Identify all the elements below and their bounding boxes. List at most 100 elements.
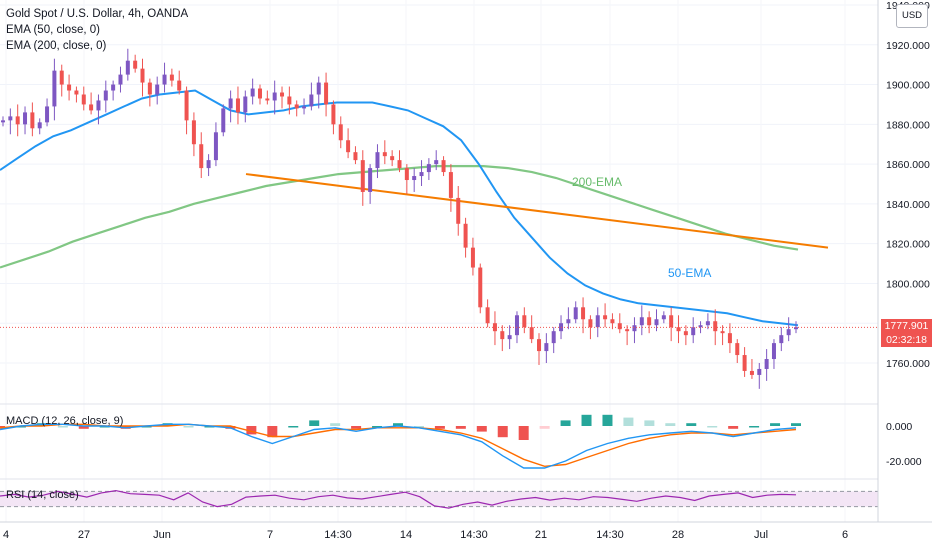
candle-body bbox=[727, 333, 732, 344]
candle-body bbox=[654, 319, 659, 326]
candle-body bbox=[213, 132, 218, 161]
trendline[interactable] bbox=[245, 173, 829, 249]
candle-body bbox=[287, 96, 292, 105]
currency-badge[interactable]: USD bbox=[896, 4, 928, 28]
time-axis[interactable]: 4 27 Jun 7 14:30 14 14:30 21 14:30 28 Jul 6 bbox=[0, 521, 932, 541]
candle-body bbox=[1, 120, 5, 123]
time-tick-label: 14 bbox=[400, 529, 412, 541]
price-tick-label: 1860.000 bbox=[886, 159, 930, 171]
price-axis[interactable]: 1940.0001920.0001900.0001880.0001860.000… bbox=[877, 0, 932, 550]
candle-body bbox=[456, 197, 461, 224]
candle-body bbox=[434, 160, 439, 165]
candle-body bbox=[639, 317, 644, 326]
candle-body bbox=[742, 355, 747, 371]
candle-body bbox=[52, 70, 57, 107]
price-tick-label: 1880.000 bbox=[886, 119, 930, 131]
candle-body bbox=[133, 60, 138, 69]
price-tick-label: 1800.000 bbox=[886, 278, 930, 290]
candle-body bbox=[426, 164, 431, 173]
candle-body bbox=[757, 368, 762, 375]
candle-body bbox=[228, 98, 233, 109]
ema50-legend[interactable]: EMA (50, close, 0) bbox=[6, 24, 100, 36]
candle-body bbox=[280, 92, 285, 97]
candle-body bbox=[89, 104, 94, 111]
symbol-title[interactable]: Gold Spot / U.S. Dollar, 4h, OANDA bbox=[6, 8, 189, 20]
candle-body bbox=[705, 321, 710, 326]
macd-histogram-bar bbox=[770, 423, 781, 426]
candle-body bbox=[551, 331, 556, 344]
candle-body bbox=[235, 98, 240, 113]
macd-histogram-bar bbox=[330, 423, 341, 426]
candle-body bbox=[15, 116, 20, 125]
candle-body bbox=[786, 329, 791, 336]
candle-body bbox=[581, 307, 586, 320]
candle-body bbox=[206, 160, 211, 169]
candle-body bbox=[713, 321, 718, 332]
last-price-tag: 1777.901 bbox=[881, 319, 932, 333]
candle-body bbox=[485, 307, 490, 324]
candle-body bbox=[463, 223, 468, 248]
macd-pane[interactable] bbox=[0, 414, 801, 469]
candle-body bbox=[199, 144, 204, 169]
macd-histogram-bar bbox=[204, 426, 215, 428]
candle-body bbox=[603, 315, 608, 320]
ema200-annotation: 200-EMA bbox=[572, 175, 622, 189]
candle-body bbox=[169, 74, 174, 81]
macd-histogram-bar bbox=[686, 423, 697, 426]
candle-body bbox=[566, 319, 571, 324]
time-tick-label: Jul bbox=[754, 529, 768, 541]
candle-body bbox=[155, 84, 160, 95]
macd-histogram-bar bbox=[581, 414, 592, 426]
candle-body bbox=[346, 140, 351, 153]
macd-histogram-bar bbox=[183, 426, 194, 428]
rsi-pane[interactable] bbox=[0, 489, 878, 509]
time-tick-label: 28 bbox=[672, 529, 684, 541]
candle-body bbox=[96, 100, 101, 111]
time-tick-label: 21 bbox=[535, 529, 547, 541]
candle-body bbox=[749, 370, 754, 375]
price-tick-label: 1920.000 bbox=[886, 40, 930, 52]
candle-body bbox=[764, 359, 769, 369]
candle-body bbox=[412, 176, 417, 181]
candle-body bbox=[537, 339, 542, 352]
macd-histogram-bar bbox=[665, 423, 676, 426]
candle-body bbox=[544, 343, 549, 352]
candle-body bbox=[294, 104, 299, 109]
candle-body bbox=[316, 82, 321, 95]
candle-body bbox=[125, 60, 130, 75]
macd-histogram-bar bbox=[707, 426, 718, 428]
candle-body bbox=[67, 84, 72, 91]
candle-body bbox=[676, 327, 681, 332]
candle-body bbox=[257, 88, 262, 99]
candle-body bbox=[478, 267, 483, 308]
macd-histogram-bar bbox=[518, 426, 529, 440]
time-tick-label: 14:30 bbox=[324, 529, 352, 541]
candle-body bbox=[184, 90, 189, 121]
candle-body bbox=[45, 106, 50, 123]
annotations-layer: 200-EMA 50-EMA bbox=[572, 175, 711, 280]
macd-histogram-bar bbox=[539, 426, 550, 429]
candle-body bbox=[103, 90, 108, 101]
time-tick-label: 14:30 bbox=[596, 529, 624, 541]
ema50-annotation: 50-EMA bbox=[668, 266, 711, 280]
candle-body bbox=[147, 82, 152, 95]
macd-legend[interactable]: MACD (12, 26, close, 9) bbox=[6, 415, 124, 427]
price-axis-bg bbox=[878, 0, 932, 550]
ema200-legend[interactable]: EMA (200, close, 0) bbox=[6, 40, 107, 52]
macd-histogram-bar bbox=[267, 426, 278, 438]
time-tick-label: 4 bbox=[3, 529, 9, 541]
candle-body bbox=[140, 68, 145, 83]
macd-histogram-bar bbox=[455, 426, 466, 429]
chart-legend: Gold Spot / U.S. Dollar, 4h, OANDA EMA (… bbox=[6, 6, 188, 54]
candle-body bbox=[610, 319, 615, 324]
rsi-line bbox=[0, 489, 797, 509]
price-tick-label: 1840.000 bbox=[886, 199, 930, 211]
macd-histogram-bar bbox=[476, 426, 487, 432]
candle-body bbox=[529, 327, 534, 340]
candle-body bbox=[573, 307, 578, 320]
candle-body bbox=[441, 160, 446, 173]
candle-body bbox=[382, 152, 387, 157]
rsi-legend[interactable]: RSI (14, close) bbox=[6, 489, 79, 501]
candle-body bbox=[118, 74, 123, 85]
